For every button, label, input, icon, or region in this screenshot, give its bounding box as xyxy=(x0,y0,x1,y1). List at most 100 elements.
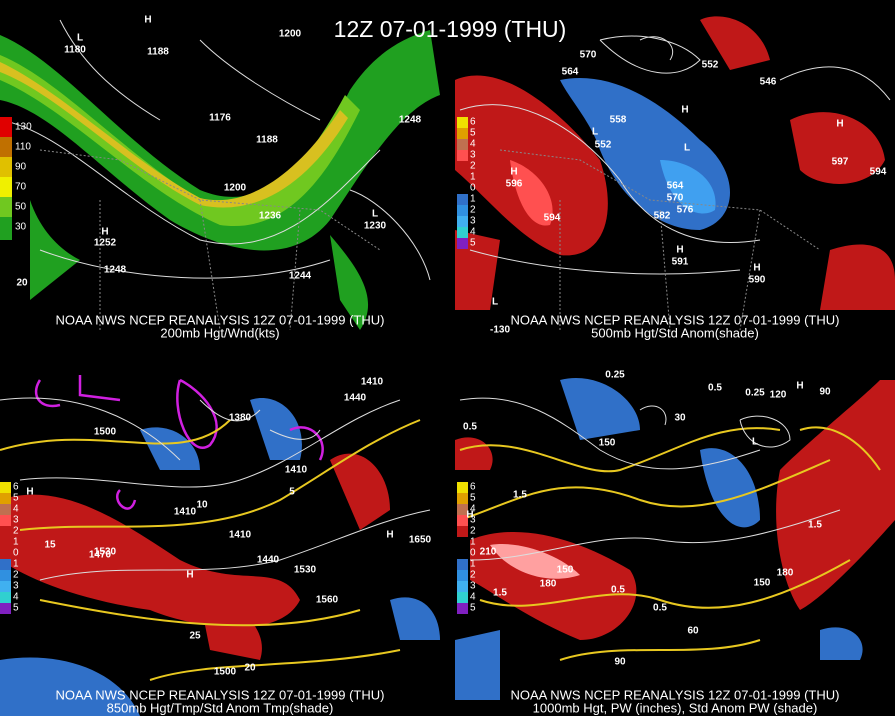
contour-label: 1236 xyxy=(259,211,282,222)
contour-label: L xyxy=(372,209,378,220)
temperature-contour xyxy=(0,419,421,681)
contour-label: 180 xyxy=(777,568,794,579)
wind-shade xyxy=(0,30,440,251)
legend-swatch xyxy=(457,216,468,227)
panel-500mb xyxy=(455,16,895,331)
contour-label: L xyxy=(684,143,690,154)
legend-label: 1 xyxy=(470,559,476,570)
contour-label: H xyxy=(466,510,473,521)
legend-label: 4 xyxy=(470,139,476,150)
contour-label: H xyxy=(186,570,193,581)
legend-label: 0 xyxy=(470,183,476,194)
contour-label: L xyxy=(77,33,83,44)
contour-label: 150 xyxy=(599,438,616,449)
contour-label: 0.5 xyxy=(611,585,625,596)
contour-label: 90 xyxy=(819,387,831,398)
boundary xyxy=(39,149,381,331)
legend-label: 5 xyxy=(470,238,476,249)
legend-swatch xyxy=(0,117,12,137)
contour-label: 5 xyxy=(289,487,295,498)
contour-label: 1176 xyxy=(209,113,231,124)
legend-label: 5 xyxy=(13,603,19,614)
boundary xyxy=(499,149,821,331)
anomaly-shade xyxy=(455,16,895,311)
contour-label: 1248 xyxy=(399,115,422,126)
contour-label: 1500 xyxy=(214,667,237,678)
contour-label: 1440 xyxy=(344,393,367,404)
legend-label: 4 xyxy=(13,592,19,603)
contour-label: H xyxy=(836,119,843,130)
legend-swatch xyxy=(457,603,468,614)
contour-label: 564 xyxy=(562,67,579,78)
contour-label: H xyxy=(681,105,688,116)
legend-label: 110 xyxy=(15,142,31,153)
legend-label: 2 xyxy=(470,161,476,172)
legend-swatch xyxy=(0,137,12,157)
legend-label: 2 xyxy=(13,570,19,581)
contour-label: 1.5 xyxy=(808,520,822,531)
legend-swatch xyxy=(0,515,11,526)
contour-label: L xyxy=(492,297,498,308)
panel-caption: 200mb Hgt/Wnd(kts) xyxy=(160,325,279,340)
contour-label: 30 xyxy=(674,413,686,424)
legend-swatch xyxy=(457,581,468,592)
anomaly-shade xyxy=(0,398,440,716)
contour-label: 25 xyxy=(189,631,201,642)
height-contour xyxy=(0,19,431,281)
legend-swatch xyxy=(457,161,468,172)
legend-swatch xyxy=(457,559,468,570)
panel-source: NOAA NWS NCEP REANALYSIS 12Z 07-01-1999 … xyxy=(511,687,840,702)
contour-label: 552 xyxy=(595,140,612,151)
contour-label: H xyxy=(144,15,151,26)
temperature-contour xyxy=(34,375,324,510)
contour-label: 210 xyxy=(480,547,497,558)
legend-label: 5 xyxy=(470,493,476,504)
height-contour xyxy=(459,397,841,561)
contour-label: 1560 xyxy=(316,595,339,606)
legend-label: 2 xyxy=(470,526,476,537)
contour-label: 60 xyxy=(687,626,699,637)
contour-label: 570 xyxy=(667,193,684,204)
legend-swatch xyxy=(457,493,468,504)
legend-label: 4 xyxy=(470,592,476,603)
contour-label: 1.5 xyxy=(513,490,527,501)
anomaly-shade xyxy=(490,544,580,579)
legend-label: 130 xyxy=(15,122,32,133)
legend-swatch xyxy=(0,482,11,493)
legend-swatch xyxy=(457,205,468,216)
legend-swatch xyxy=(0,603,11,614)
legend-swatch xyxy=(457,482,468,493)
contour-label: H xyxy=(753,263,760,274)
contour-label: 594 xyxy=(544,213,561,224)
legend-swatch xyxy=(0,559,11,570)
contour-label: 546 xyxy=(760,77,777,88)
contour-label: 0.25 xyxy=(605,370,625,381)
legend-swatch xyxy=(457,139,468,150)
contour-label: 1200 xyxy=(224,183,247,194)
contour-label: 552 xyxy=(702,60,719,71)
contour-label: 590 xyxy=(749,275,766,286)
legend-label: 70 xyxy=(15,182,27,193)
contour-label: 1.5 xyxy=(493,588,507,599)
contour-label: 582 xyxy=(654,211,671,222)
legend-swatch xyxy=(0,197,12,217)
legend-label: 3 xyxy=(13,515,19,526)
legend-label: 5 xyxy=(470,603,476,614)
pw-contour xyxy=(459,426,881,661)
legend-label: 5 xyxy=(470,128,476,139)
contour-label: 180 xyxy=(540,579,557,590)
legend-label: 50 xyxy=(15,202,27,213)
legend-label: 1 xyxy=(13,559,19,570)
contour-label: 1500 xyxy=(94,427,117,438)
contour-label: 90 xyxy=(614,657,626,668)
legend-label: 6 xyxy=(470,482,476,493)
panel-caption: 1000mb Hgt, PW (inches), Std Anom PW (sh… xyxy=(533,700,818,715)
legend-swatch xyxy=(457,128,468,139)
panel-caption: 850mb Hgt/Tmp/Std Anom Tmp(shade) xyxy=(107,700,334,715)
legend-swatch xyxy=(0,581,11,592)
contour-label: -130 xyxy=(490,325,510,336)
legend-label: 1 xyxy=(470,172,476,183)
legend-label: 3 xyxy=(470,581,476,592)
